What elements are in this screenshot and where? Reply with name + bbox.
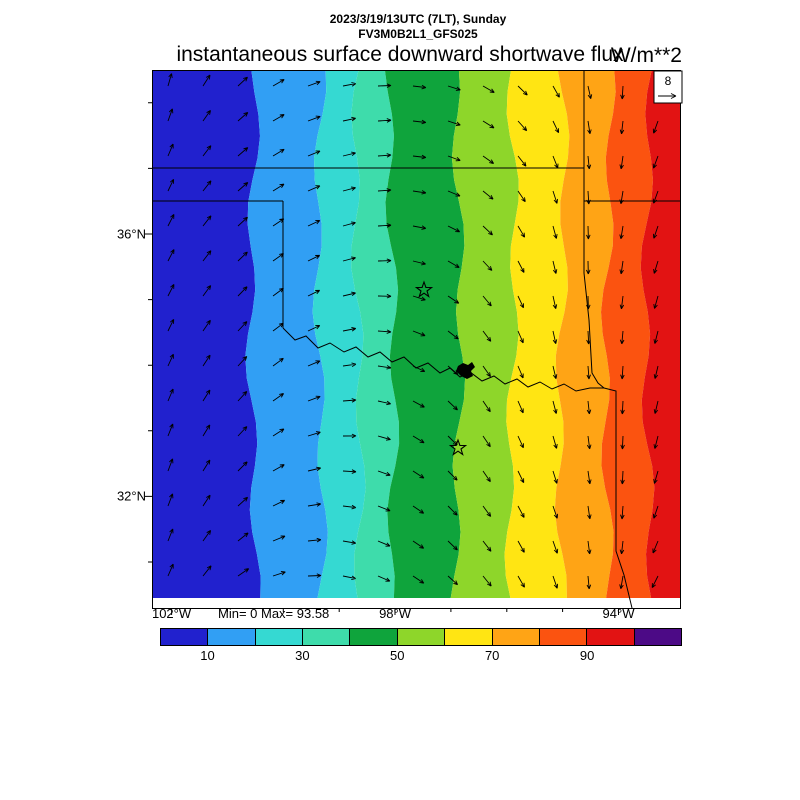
fill-band	[351, 70, 400, 598]
colorbar-tick-label: 90	[579, 648, 595, 663]
lon-axis-label: 102°W	[151, 606, 192, 621]
fill-band	[640, 70, 680, 598]
colorbar-tick-label: 30	[295, 648, 310, 663]
colorbar-tick-label: 70	[484, 648, 500, 663]
state-border	[282, 327, 604, 392]
colorbar-tick-label: 50	[390, 648, 405, 663]
colorbar-segment	[350, 629, 398, 645]
fill-band	[384, 70, 466, 598]
reference-vector-value: 8	[665, 74, 672, 88]
city-star-marker	[414, 280, 434, 298]
colorbar-segment	[208, 629, 256, 645]
lat-axis-label: 36°N	[116, 226, 146, 242]
reference-vector-box	[653, 70, 683, 104]
colorbar-segment	[587, 629, 635, 645]
lake-marker	[456, 362, 475, 379]
fill-band	[152, 70, 261, 598]
fill-band	[312, 70, 366, 598]
plot-title: instantaneous surface downward shortwave…	[176, 43, 624, 66]
wind-vectors	[167, 73, 659, 590]
colorbar-segment	[397, 629, 446, 645]
colorbar-segment	[445, 629, 493, 645]
fill-band	[554, 70, 616, 598]
colorbar-segment	[634, 629, 681, 645]
lat-axis-label: 32°N	[116, 488, 146, 504]
lon-axis-label: 94°W	[602, 606, 635, 621]
colorbar-tick-label: 10	[200, 648, 215, 663]
colorbar-segment	[303, 629, 351, 645]
axis-tick	[145, 102, 619, 615]
model-heading: FV3M0B2L1_GFS025	[358, 27, 478, 41]
lon-axis-label: 98°W	[379, 606, 411, 621]
state-border	[603, 387, 633, 609]
colorbar-segment	[161, 629, 209, 645]
colorbar-segment	[492, 629, 540, 645]
fill-band	[504, 70, 570, 598]
state-border	[583, 70, 605, 389]
colorbar-segment	[255, 629, 304, 645]
units-label: W/m**2	[610, 44, 682, 67]
colorbar	[160, 628, 682, 646]
datetime-heading: 2023/3/19/13UTC (7LT), Sunday	[329, 12, 507, 26]
fill-band	[245, 70, 328, 598]
city-star-marker	[448, 438, 468, 456]
colorbar-segment	[539, 629, 588, 645]
reference-vector-arrow-icon	[658, 93, 677, 99]
minmax-label: Min= 0 Max= 93.58	[218, 606, 330, 621]
map-frame	[152, 70, 681, 609]
fill-band	[601, 70, 655, 598]
